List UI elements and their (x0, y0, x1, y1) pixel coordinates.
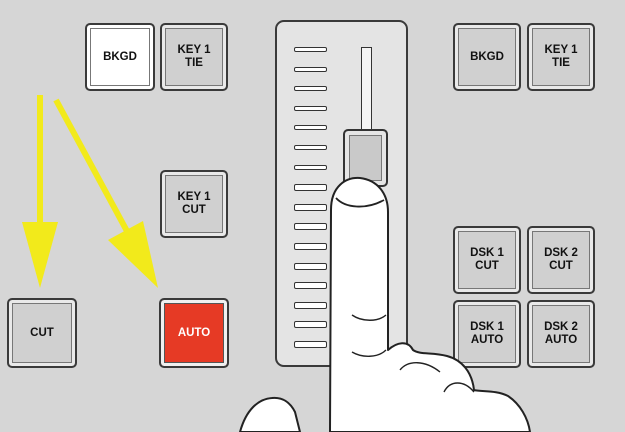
auto-button[interactable]: AUTO (159, 298, 229, 368)
dsk1-auto-button-label: DSK 1 AUTO (470, 321, 504, 346)
key1-tie-button-right[interactable]: KEY 1 TIE (527, 23, 595, 91)
fader-tick (294, 47, 327, 52)
key1-tie-button-right-label: KEY 1 TIE (544, 44, 578, 69)
bkgd-button-left[interactable]: BKGD (85, 23, 155, 91)
dsk1-cut-button[interactable]: DSK 1 CUT (453, 226, 521, 294)
t-bar-handle[interactable] (343, 129, 388, 187)
cut-button[interactable]: CUT (7, 298, 77, 368)
key1-cut-button[interactable]: KEY 1 CUT (160, 170, 228, 238)
dsk2-auto-button[interactable]: DSK 2 AUTO (527, 300, 595, 368)
fader-tick (294, 145, 327, 150)
fader-tick (294, 105, 327, 111)
dsk1-cut-button-label: DSK 1 CUT (470, 247, 504, 272)
fader-tick (294, 86, 327, 92)
fader-tick (294, 223, 327, 231)
fader-tick (294, 164, 327, 170)
fader-tick (294, 184, 327, 192)
cut-button-label: CUT (30, 326, 54, 339)
key1-tie-button-left[interactable]: KEY 1 TIE (160, 23, 228, 91)
dsk2-auto-button-label: DSK 2 AUTO (544, 321, 578, 346)
fader-tick (294, 125, 327, 131)
fader-tick (294, 203, 327, 211)
dsk2-cut-button-label: DSK 2 CUT (544, 247, 578, 272)
dsk2-cut-button[interactable]: DSK 2 CUT (527, 226, 595, 294)
fader-tick (294, 66, 327, 72)
key1-cut-button-label: KEY 1 CUT (177, 191, 211, 216)
auto-button-label: AUTO (177, 326, 211, 339)
fader-tick (294, 262, 327, 270)
dsk1-auto-button[interactable]: DSK 1 AUTO (453, 300, 521, 368)
fader-tick (294, 301, 327, 309)
bkgd-button-right-label: BKGD (470, 50, 504, 63)
arrow-to-auto-icon (53, 98, 158, 288)
key1-tie-button-left-label: KEY 1 TIE (177, 44, 211, 69)
fader-tick (294, 341, 327, 348)
fader-tick (294, 282, 327, 290)
fader-tick (294, 243, 327, 250)
fader-tick (294, 321, 327, 329)
arrow-to-cut-icon (22, 95, 58, 288)
bkgd-button-left-label: BKGD (103, 50, 137, 63)
finger-hand-icon (239, 176, 531, 432)
bkgd-button-right[interactable]: BKGD (453, 23, 521, 91)
